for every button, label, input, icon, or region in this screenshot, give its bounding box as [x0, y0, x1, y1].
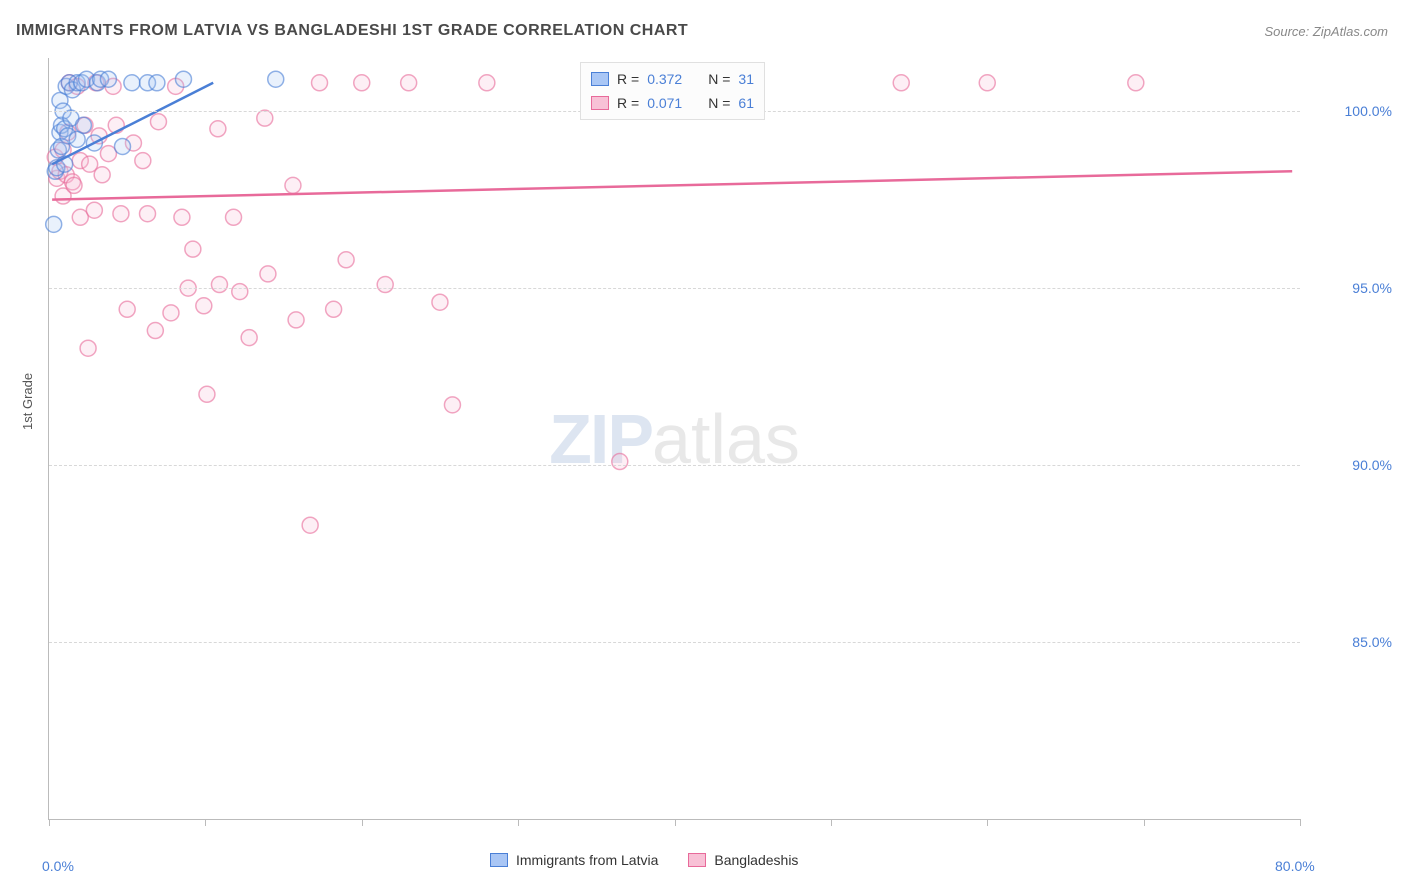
legend-item: Immigrants from Latvia [490, 852, 658, 868]
stats-row: R = 0.372 N = 31 [591, 67, 754, 91]
n-label: N = [708, 95, 730, 111]
y-tick-label: 90.0% [1352, 457, 1392, 473]
swatch-icon [688, 853, 706, 867]
swatch-icon [490, 853, 508, 867]
x-tick-label: 80.0% [1275, 858, 1315, 874]
scatter-svg [49, 58, 1300, 819]
x-tick-label: 0.0% [42, 858, 74, 874]
series-legend: Immigrants from Latvia Bangladeshis [490, 852, 798, 868]
chart-title: IMMIGRANTS FROM LATVIA VS BANGLADESHI 1S… [16, 22, 688, 40]
legend-label: Immigrants from Latvia [516, 852, 658, 868]
swatch-icon [591, 72, 609, 86]
legend-item: Bangladeshis [688, 852, 798, 868]
r-value: 0.071 [647, 95, 682, 111]
n-value: 31 [738, 71, 754, 87]
n-label: N = [708, 71, 730, 87]
source-text: Source: ZipAtlas.com [1264, 24, 1388, 39]
r-value: 0.372 [647, 71, 682, 87]
legend-label: Bangladeshis [714, 852, 798, 868]
swatch-icon [591, 96, 609, 110]
r-label: R = [617, 71, 639, 87]
y-tick-label: 85.0% [1352, 634, 1392, 650]
plot-area: ZIPatlas [48, 58, 1300, 820]
stats-row: R = 0.071 N = 61 [591, 91, 754, 115]
y-tick-label: 95.0% [1352, 280, 1392, 296]
r-label: R = [617, 95, 639, 111]
y-axis-label: 1st Grade [20, 373, 35, 430]
y-tick-label: 100.0% [1345, 103, 1392, 119]
n-value: 61 [738, 95, 754, 111]
stats-legend: R = 0.372 N = 31 R = 0.071 N = 61 [580, 62, 765, 120]
